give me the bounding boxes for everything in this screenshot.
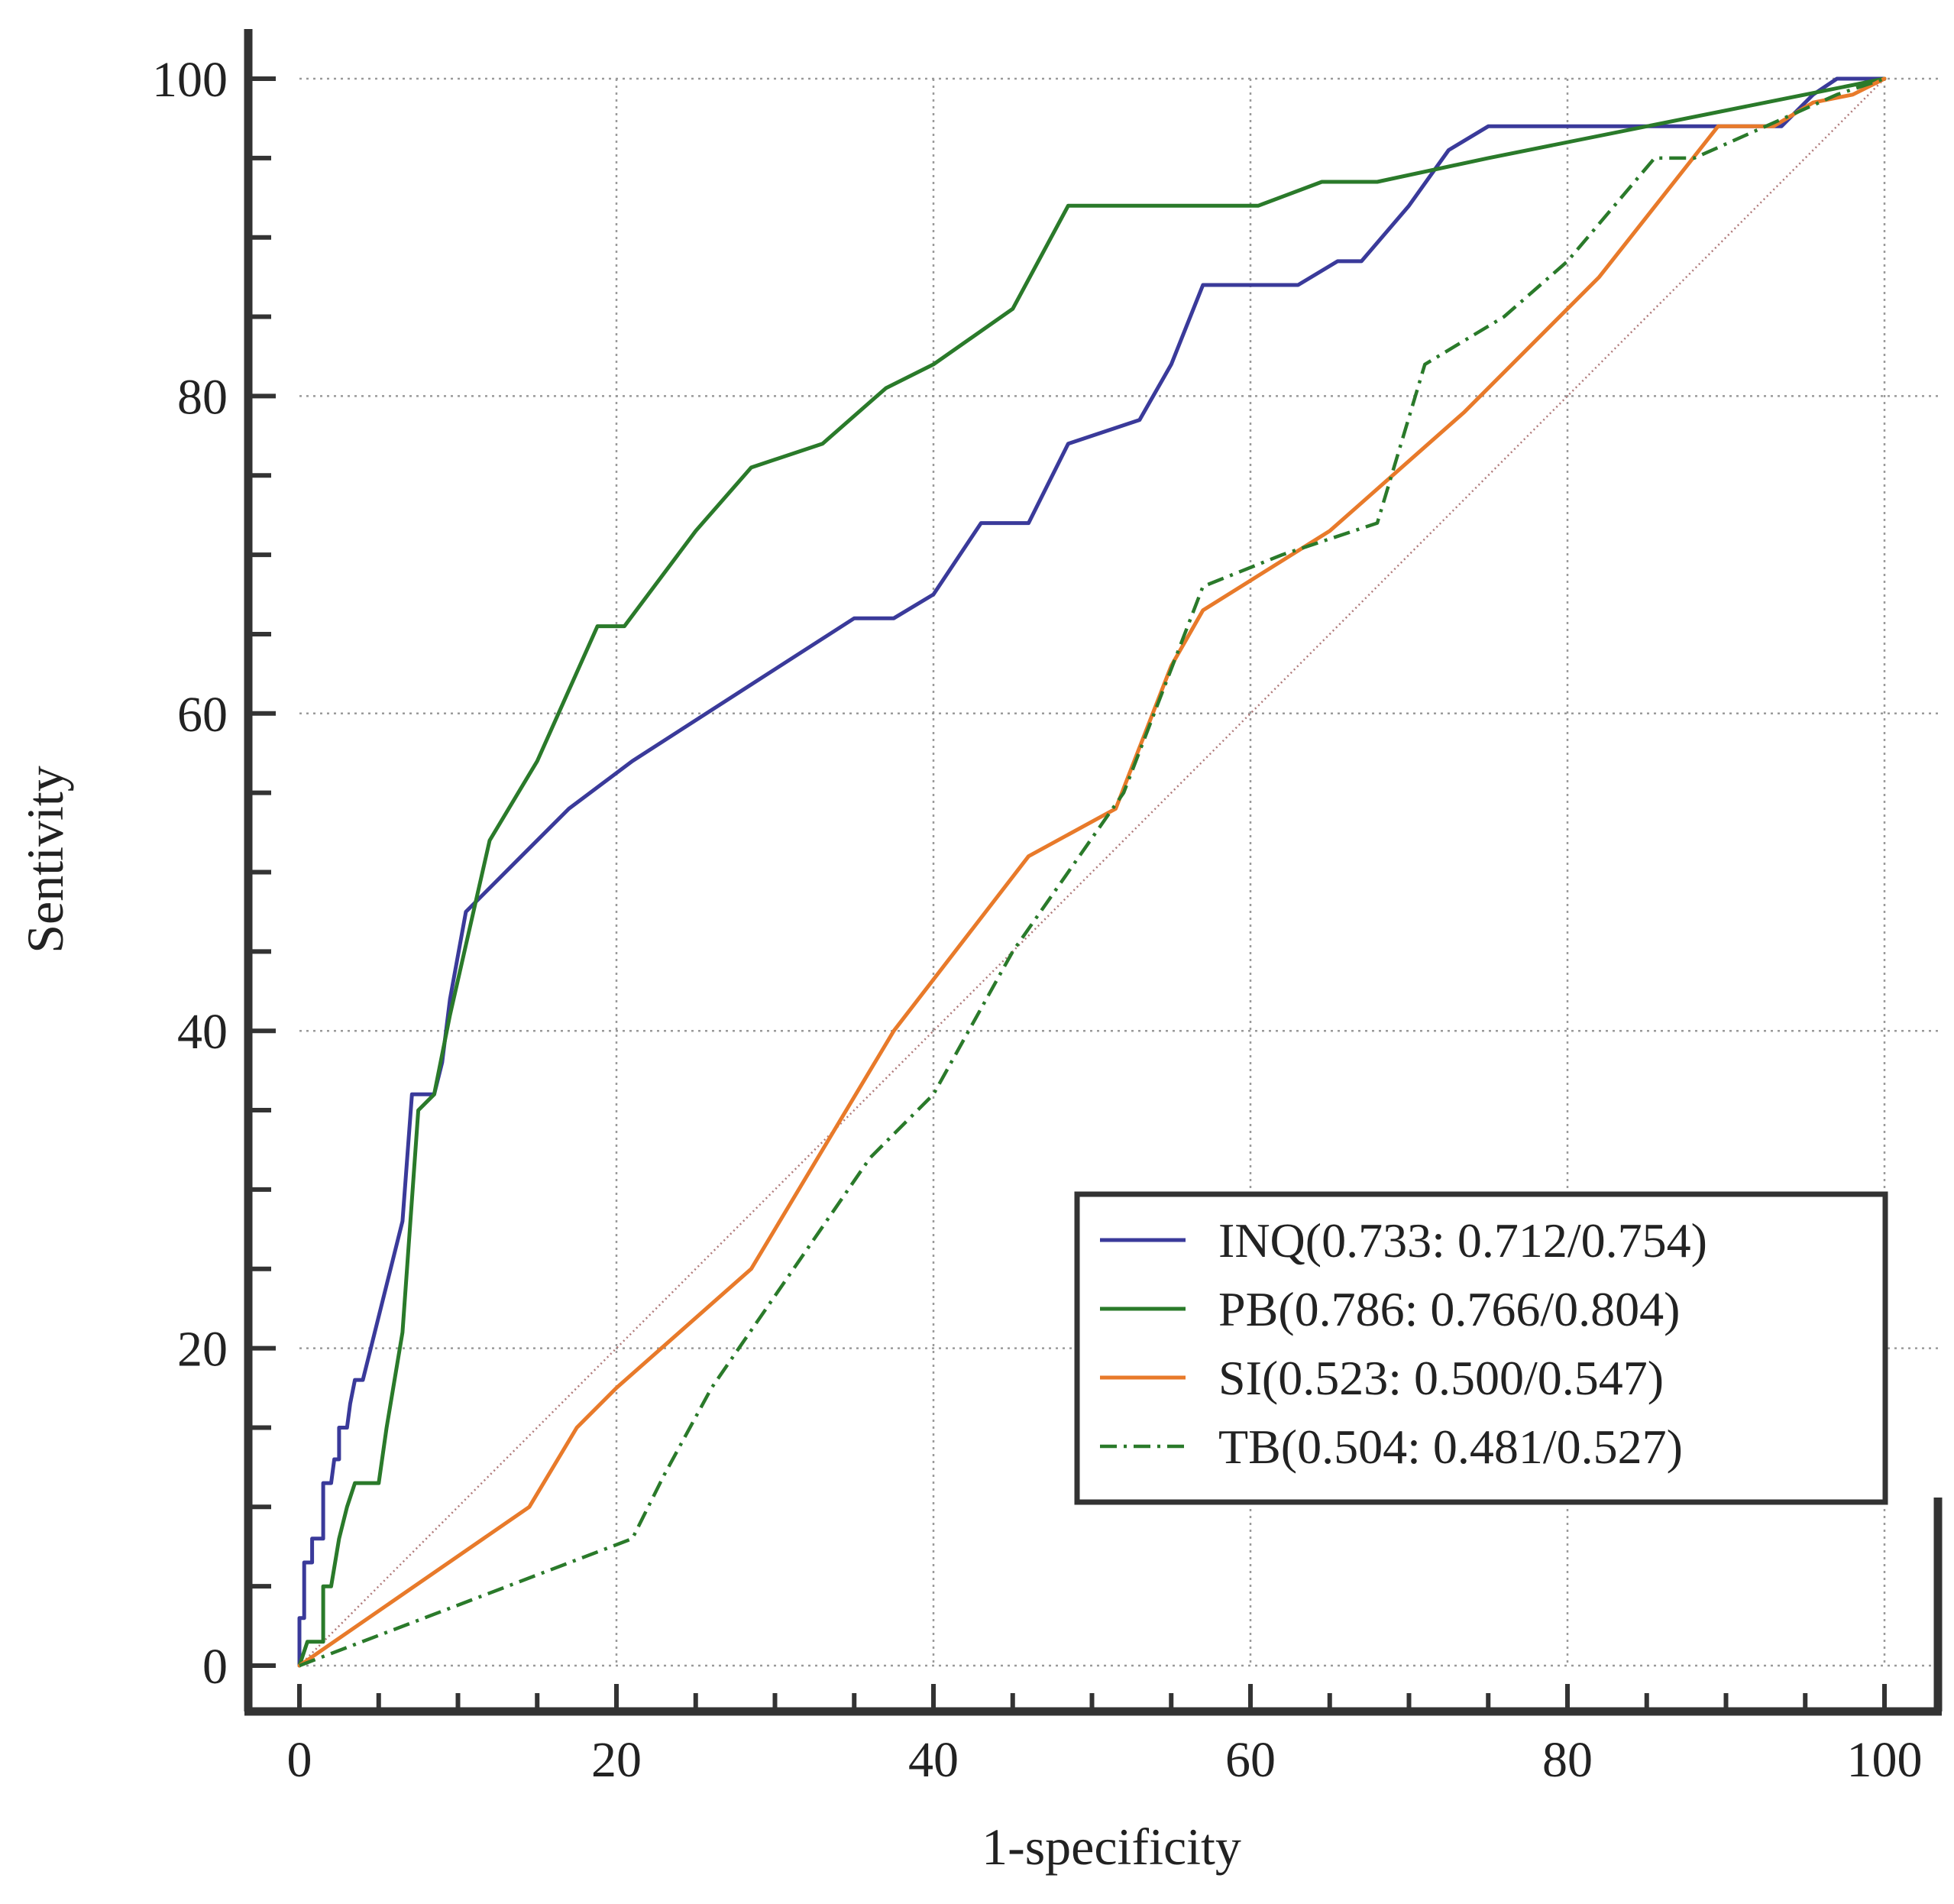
legend-label-pb: PB(0.786: 0.766/0.804) bbox=[1218, 1282, 1680, 1336]
legend-box bbox=[1074, 1191, 1888, 1505]
x-axis-title: 1-specificity bbox=[982, 1818, 1241, 1876]
x-tick-label-80: 80 bbox=[1542, 1732, 1593, 1788]
x-tick-labels: 0 20 40 60 80 100 bbox=[287, 1732, 1923, 1788]
x-tick-label-20: 20 bbox=[591, 1732, 642, 1788]
y-tick-label-60: 60 bbox=[177, 687, 228, 743]
series-line-si bbox=[297, 76, 1887, 1668]
y-tick-label-20: 20 bbox=[177, 1322, 228, 1378]
legend-label-tb: TB(0.504: 0.481/0.527) bbox=[1218, 1420, 1683, 1474]
y-tick-label-80: 80 bbox=[177, 369, 228, 425]
y-axis-title: Sentivity bbox=[16, 766, 74, 954]
roc-curves bbox=[297, 76, 1887, 1668]
series-line-pb bbox=[297, 76, 1887, 1668]
legend: INQ(0.733: 0.712/0.754) PB(0.786: 0.766/0… bbox=[1074, 1191, 1888, 1505]
major-ticks bbox=[248, 76, 1887, 1711]
y-tick-label-0: 0 bbox=[202, 1639, 228, 1695]
legend-label-inq: INQ(0.733: 0.712/0.754) bbox=[1218, 1213, 1707, 1268]
legend-label-si: SI(0.523: 0.500/0.547) bbox=[1218, 1351, 1664, 1405]
x-tick-label-0: 0 bbox=[287, 1732, 312, 1788]
y-tick-label-100: 100 bbox=[152, 52, 228, 108]
series-line-tb bbox=[299, 76, 1885, 1668]
x-tick-label-60: 60 bbox=[1225, 1732, 1276, 1788]
y-tick-labels: 0 20 40 60 80 100 bbox=[152, 52, 228, 1695]
x-tick-label-40: 40 bbox=[908, 1732, 959, 1788]
y-tick-label-40: 40 bbox=[177, 1004, 228, 1060]
x-tick-label-100: 100 bbox=[1847, 1732, 1923, 1788]
series-line-inq bbox=[297, 76, 1887, 1668]
